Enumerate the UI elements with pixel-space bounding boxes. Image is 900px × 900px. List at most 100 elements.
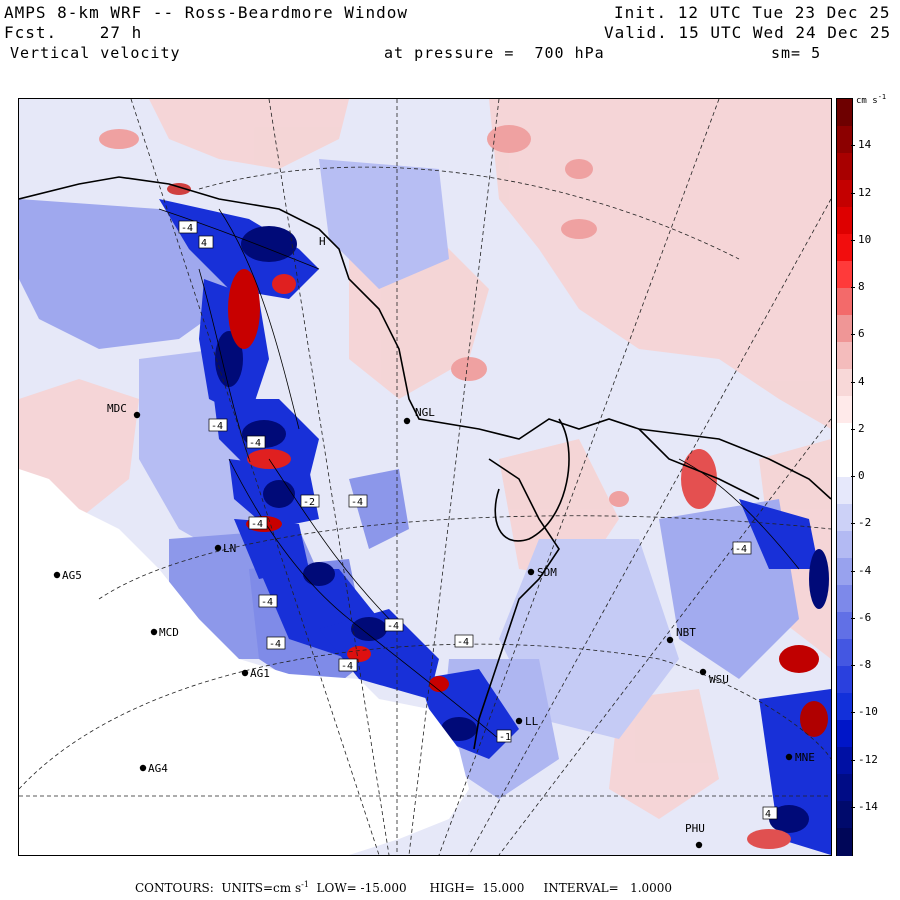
colorbar-segment: [837, 126, 852, 154]
colorbar-segment: [837, 720, 852, 748]
contour-label: -1: [496, 729, 512, 743]
contour-label: -4: [208, 418, 228, 432]
colorbar-tick-mark: [851, 145, 855, 147]
station-dot-AG1: [241, 669, 249, 677]
colorbar-segment: [837, 450, 852, 478]
map-panel: MDC NGL AG5 MCD AG1 AG4 SDM NBT WSU PHU …: [18, 98, 832, 856]
station-dot-LL: [515, 717, 523, 725]
svg-text:-1: -1: [499, 732, 511, 743]
station-label-LN: LN: [223, 542, 236, 555]
svg-text:-2: -2: [303, 497, 315, 508]
colorbar-tick-mark: [851, 759, 855, 761]
station-label-MDC: MDC: [107, 402, 127, 415]
contour-label: 4: [762, 806, 778, 820]
colorbar-tick-label: -4: [858, 563, 872, 577]
station-dot-PHU: [695, 841, 703, 849]
colorbar-segment: [837, 774, 852, 802]
masked-ice-shelf: [19, 469, 469, 855]
svg-text:-4: -4: [735, 544, 747, 555]
station-label-MNE: MNE: [795, 751, 815, 764]
colorbar-segment: [837, 369, 852, 397]
colorbar-segment: [837, 288, 852, 316]
graticule: [19, 99, 831, 855]
colorbar-segment: [837, 828, 852, 856]
contour-label: 4: [198, 235, 214, 249]
colorbar-segment: [837, 180, 852, 208]
station-dot-MCD: [150, 628, 158, 636]
map-title: AMPS 8-km WRF -- Ross-Beardmore Window: [4, 3, 409, 22]
contour-label: -2: [300, 494, 320, 508]
contour-label: -4: [246, 435, 266, 449]
colorbar-tick-mark: [851, 806, 855, 808]
svg-text:-4: -4: [351, 497, 363, 508]
colorbar-tick-mark: [851, 712, 855, 714]
svg-text:-4: -4: [249, 438, 261, 449]
station-dot-MNE: [785, 753, 793, 761]
colorbar-segment: [837, 639, 852, 667]
station-dot-NGL: [403, 417, 411, 425]
station-label-LL: LL: [525, 715, 539, 728]
colorbar: [836, 98, 853, 856]
station-label-AG5: AG5: [62, 569, 82, 582]
station-label-PHU: PHU: [685, 822, 705, 835]
contour-label: -4: [732, 541, 752, 555]
colorbar-segment: [837, 423, 852, 451]
coastlines: [19, 176, 831, 750]
pressure-level: at pressure = 700 hPa: [384, 44, 605, 62]
init-time: Init. 12 UTC Tue 23 Dec 25: [614, 3, 891, 22]
colorbar-tick-label: 4: [858, 374, 865, 388]
colorbar-tick-label: 2: [858, 421, 865, 435]
colorbar-tick-mark: [851, 192, 855, 194]
station-label-AG1: AG1: [250, 667, 270, 680]
colorbar-segment: [837, 693, 852, 721]
colorbar-tick-label: -6: [858, 610, 872, 624]
contour-label: -4: [348, 494, 368, 508]
contour-label: -4: [266, 636, 286, 650]
colorbar-tick-mark: [851, 665, 855, 666]
colorbar-segment: [837, 801, 852, 829]
colorbar-tick-mark: [851, 381, 855, 383]
colorbar-tick-label: 0: [858, 469, 865, 482]
colorbar-tick-label: 12: [858, 185, 872, 199]
contour-value-labels: -4 -4 -4 -4 -4 4 -4 -1 -4 4 -4 -4 -2 -4 …: [178, 220, 778, 820]
colorbar-tick-mark: [851, 287, 855, 288]
vertical-velocity-field: MDC NGL AG5 MCD AG1 AG4 SDM NBT WSU PHU …: [19, 99, 831, 855]
smoothing-value: sm= 5: [771, 44, 822, 62]
contour-label: -4: [338, 658, 358, 672]
colorbar-tick-label: 6: [858, 327, 865, 341]
variable-name: Vertical velocity: [10, 44, 181, 62]
svg-text:-4: -4: [387, 621, 399, 632]
colorbar-tick-mark: [851, 428, 855, 430]
svg-text:4: 4: [765, 809, 771, 820]
station-labels: MDC NGL AG5 MCD AG1 AG4 SDM NBT WSU PHU …: [62, 235, 815, 835]
station-label-NBT: NBT: [676, 626, 696, 639]
colorbar-segment: [837, 585, 852, 613]
svg-text:-4: -4: [269, 639, 281, 650]
contour-label: -4: [454, 634, 474, 648]
colorbar-tick-label: -2: [858, 516, 872, 530]
station-dot-WSU: [699, 668, 707, 676]
colorbar-tick-label: -12: [858, 752, 878, 766]
colorbar-tick-label: -8: [858, 658, 872, 671]
station-label-MCD: MCD: [159, 626, 179, 639]
colorbar-segment: [837, 261, 852, 289]
station-dot-LN: [214, 544, 222, 552]
contour-lines: [158, 208, 800, 740]
station-dot-MDC: [133, 411, 141, 419]
contour-info-footer: CONTOURS: UNITS=cm s-1 LOW= -15.000 HIGH…: [135, 880, 673, 895]
colorbar-tick-label: 14: [858, 138, 872, 152]
svg-text:-4: -4: [181, 223, 193, 234]
colorbar-segment: [837, 153, 852, 181]
contour-label: -4: [248, 516, 268, 530]
station-label-H: H: [319, 235, 326, 248]
colorbar-tick-mark: [851, 476, 855, 477]
colorbar-segment: [837, 99, 852, 127]
colorbar-segment: [837, 504, 852, 532]
station-markers: [53, 411, 793, 849]
svg-text:-4: -4: [211, 421, 223, 432]
colorbar-tick-label: 8: [858, 280, 865, 293]
colorbar-segment: [837, 207, 852, 235]
station-dot-AG4: [139, 764, 147, 772]
colorbar-segment: [837, 396, 852, 424]
svg-text:-4: -4: [251, 519, 263, 530]
